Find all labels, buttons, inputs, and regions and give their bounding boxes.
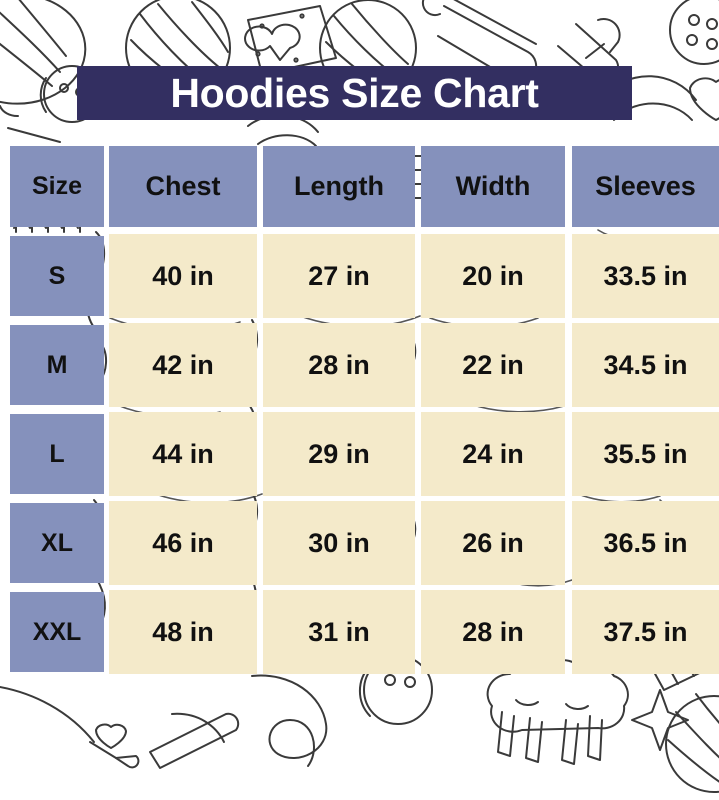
cell-chest: 44 in xyxy=(109,412,257,496)
cell-length: 29 in xyxy=(263,412,415,496)
cell-width: 20 in xyxy=(421,234,565,318)
cell-width: 22 in xyxy=(421,323,565,407)
page-title: Hoodies Size Chart xyxy=(170,69,539,116)
table-row: S 40 in 27 in 20 in 33.5 in xyxy=(0,234,719,318)
cell-width: 24 in xyxy=(421,412,565,496)
column-header-size: Size xyxy=(10,146,104,227)
column-header-width: Width xyxy=(421,146,565,227)
row-size-label: XXL xyxy=(10,592,104,672)
cell-length: 31 in xyxy=(263,590,415,674)
cell-sleeves: 34.5 in xyxy=(572,323,719,407)
cell-sleeves: 35.5 in xyxy=(572,412,719,496)
table-header-row: Size Chest Length Width Sleeves xyxy=(0,146,719,227)
cell-length: 30 in xyxy=(263,501,415,585)
table-row: XL 46 in 30 in 26 in 36.5 in xyxy=(0,501,719,585)
row-size-label: L xyxy=(10,414,104,494)
row-size-label: XL xyxy=(10,503,104,583)
cell-length: 27 in xyxy=(263,234,415,318)
cell-chest: 42 in xyxy=(109,323,257,407)
column-header-chest: Chest xyxy=(109,146,257,227)
cell-width: 26 in xyxy=(421,501,565,585)
table-row: L 44 in 29 in 24 in 35.5 in xyxy=(0,412,719,496)
cell-sleeves: 36.5 in xyxy=(572,501,719,585)
row-size-label: M xyxy=(10,325,104,405)
column-header-sleeves: Sleeves xyxy=(572,146,719,227)
cell-chest: 48 in xyxy=(109,590,257,674)
cell-sleeves: 33.5 in xyxy=(572,234,719,318)
row-size-label: S xyxy=(10,236,104,316)
cell-width: 28 in xyxy=(421,590,565,674)
size-chart-table: Size Chest Length Width Sleeves S 40 in … xyxy=(0,146,719,679)
table-row: M 42 in 28 in 22 in 34.5 in xyxy=(0,323,719,407)
cell-chest: 46 in xyxy=(109,501,257,585)
cell-chest: 40 in xyxy=(109,234,257,318)
title-banner: Hoodies Size Chart xyxy=(77,66,632,120)
column-header-length: Length xyxy=(263,146,415,227)
cell-sleeves: 37.5 in xyxy=(572,590,719,674)
table-row: XXL 48 in 31 in 28 in 37.5 in xyxy=(0,590,719,674)
cell-length: 28 in xyxy=(263,323,415,407)
